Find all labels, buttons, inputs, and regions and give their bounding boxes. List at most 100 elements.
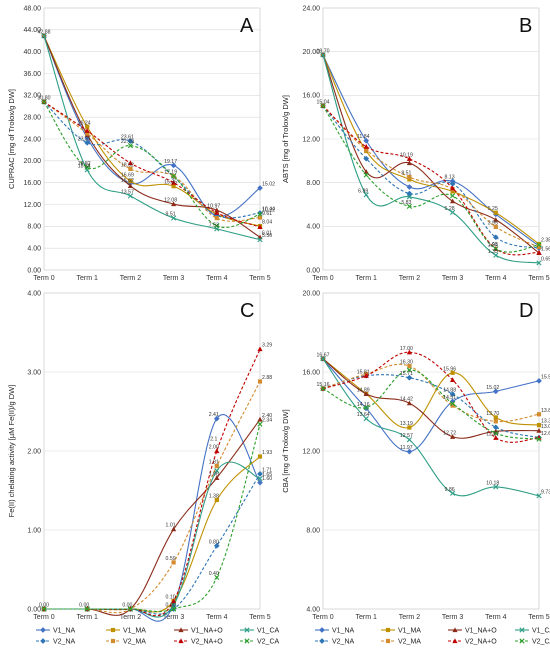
panel-d-point-v1-ca bbox=[406, 437, 412, 443]
legend-label-v2-na-o: V2_NA+O bbox=[191, 639, 223, 646]
panel-c-point-v1-na-o bbox=[171, 526, 177, 532]
panel-a-xtick-label: Term 0 bbox=[33, 275, 55, 282]
legend-marker-v2-na bbox=[319, 638, 325, 644]
panel-c-point-v2-na bbox=[213, 542, 220, 549]
panel-d-series-v1-ca bbox=[320, 356, 542, 499]
panel-b-point-v2-ma bbox=[493, 224, 498, 229]
panel-a-xtick-label: Term 4 bbox=[206, 275, 228, 282]
panel-a-line-v2-ma bbox=[43, 101, 261, 222]
panel-a-point-v1-ca bbox=[41, 33, 47, 39]
panel-c-line-v2-ma bbox=[43, 381, 261, 614]
panel-d-data-label: 9.73 bbox=[541, 489, 550, 495]
panel-d-data-label: 14.88 bbox=[443, 388, 456, 394]
panel-a-letter: A bbox=[240, 15, 254, 37]
panel-a-point-v1-na-o bbox=[214, 207, 220, 213]
panel-b-xtick-label: Term 3 bbox=[442, 275, 464, 282]
panel-c-point-v1-na bbox=[213, 415, 220, 422]
panel-a-point-v2-ca bbox=[257, 211, 263, 217]
panel-b-data-label: 1.94 bbox=[488, 242, 498, 248]
panel-b-data-label: 5.28 bbox=[445, 206, 455, 212]
panel-b-ytick-label: 16.00 bbox=[302, 93, 320, 100]
panel-a-ytick-label: 48.00 bbox=[23, 5, 41, 12]
panel-d-data-label: 15.16 bbox=[317, 382, 330, 388]
panel-d-data-label: 13.19 bbox=[400, 421, 413, 427]
panel-c-data-label: 2.40 bbox=[262, 413, 272, 419]
panel-d-data-label: 13.03 bbox=[541, 424, 550, 430]
panel-a-data-label: 15.35 bbox=[164, 180, 177, 186]
legend-marker-v2-ca bbox=[244, 638, 250, 644]
panel-a-point-v2-ma bbox=[85, 131, 90, 136]
panel-a-data-label: 10.44 bbox=[262, 207, 275, 213]
panel-a-data-label: 23.31 bbox=[78, 136, 91, 142]
panel-b-point-v1-ca bbox=[363, 192, 369, 198]
panel-d-ytick-label: 16.00 bbox=[302, 369, 320, 376]
panel-d-data-label: 13.70 bbox=[486, 411, 499, 417]
panel-c-data-label: 1.01 bbox=[166, 523, 176, 529]
panel-a-data-label: 16.69 bbox=[121, 172, 134, 178]
panel-a-data-label: 13.57 bbox=[121, 189, 134, 195]
panel-a-data-label: 9.61 bbox=[262, 211, 272, 217]
legend-marker-v2-na-o bbox=[178, 638, 184, 644]
legend-label-v1-na-o: V1_NA+O bbox=[465, 628, 497, 635]
panel-d-point-v2-ma bbox=[493, 419, 498, 424]
panel-d-data-label: 13.64 bbox=[357, 412, 370, 418]
panel-b-point-v1-ca bbox=[493, 252, 499, 258]
panel-a-data-label: 22.79 bbox=[121, 139, 134, 145]
panel-d-point-v1-ma bbox=[536, 423, 542, 428]
panel-d-xtick-label: Term 2 bbox=[399, 614, 421, 621]
panel-c-point-v2-na-o bbox=[214, 448, 220, 454]
panel-d-chart: 4.00 8.00 12.00 16.00 20.00 Term 0 Term 1 Term … bbox=[281, 290, 550, 621]
panel-d-data-label: 12.72 bbox=[443, 430, 456, 436]
legend-marker-v1-ca bbox=[244, 627, 250, 633]
panel-d-point-v1-ca bbox=[320, 356, 326, 362]
panel-b-data-label: 1.35 bbox=[488, 249, 498, 255]
panel-a-ytick-label: 20.00 bbox=[23, 158, 41, 165]
panel-c-xtick-label: Term 5 bbox=[249, 614, 271, 621]
panel-a-point-v1-na bbox=[170, 162, 177, 169]
panel-d-ytick-label: 20.00 bbox=[302, 290, 320, 297]
panel-b-xtick-label: Term 1 bbox=[355, 275, 377, 282]
panel-c-data-label: 2.1 bbox=[210, 437, 217, 443]
legend-label-v2-ca: V2_CA bbox=[257, 639, 280, 646]
legend-label-v1-ma: V1_MA bbox=[398, 628, 421, 635]
panel-a-ytick-label: 8.00 bbox=[27, 224, 41, 231]
panel-a-point-v2-na-o bbox=[257, 224, 263, 229]
panel-a-point-v2-na-o bbox=[214, 210, 220, 215]
panel-b-line-v2-na-o bbox=[322, 105, 540, 256]
panel-b-xtick-label: Term 0 bbox=[312, 275, 334, 282]
panel-c-ytick-label: 4.00 bbox=[27, 290, 41, 297]
legend-marker-v2-na bbox=[40, 638, 46, 644]
panel-a-data-label: 19.17 bbox=[164, 159, 177, 165]
panel-d-ytick-label: 4.00 bbox=[306, 606, 320, 613]
panel-c-data-label: 1.65 bbox=[262, 472, 272, 478]
legend-label-v2-ma: V2_MA bbox=[398, 639, 421, 646]
panel-a-data-label: 10.97 bbox=[207, 204, 220, 210]
panel-a-data-label: 15.02 bbox=[262, 182, 275, 188]
panel-c-data-label: 0.59 bbox=[166, 556, 176, 562]
panel-b-point-v2-ma bbox=[407, 174, 412, 180]
panel-a-data-label: 23.61 bbox=[121, 135, 134, 141]
panel-b-point-v2-ca bbox=[536, 242, 542, 248]
panel-c-point-v2-ca bbox=[41, 606, 47, 612]
legend-marker-v1-na bbox=[319, 627, 325, 633]
panel-d-data-label: 16.30 bbox=[400, 360, 413, 366]
panel-a-data-label: 30.80 bbox=[38, 95, 51, 101]
panel-d-line-v2-na-o bbox=[322, 351, 540, 443]
panel-b-point-v1-na-o bbox=[406, 160, 412, 166]
panel-a-point-v2-ca bbox=[171, 173, 177, 179]
panel-a-line-v2-na-o bbox=[43, 101, 261, 228]
panel-b-point-v2-ca bbox=[363, 172, 369, 178]
panel-d-xtick-label: Term 0 bbox=[312, 614, 334, 621]
panel-a-xtick-label: Term 1 bbox=[76, 275, 98, 282]
panel-b-ytick-label: 12.00 bbox=[302, 136, 320, 143]
panel-c-point-v2-na bbox=[257, 470, 263, 477]
panel-d-ytick-label: 12.00 bbox=[302, 448, 320, 455]
panel-b-series-v1-ca bbox=[320, 52, 542, 266]
panel-d-point-v1-na-o bbox=[536, 428, 542, 433]
panel-c-line-v2-na-o bbox=[43, 348, 261, 617]
panel-b-point-v1-na-o bbox=[363, 169, 369, 174]
panel-b-series-v2-ca bbox=[320, 103, 542, 253]
panel-d-xtick-label: Term 1 bbox=[355, 614, 377, 621]
